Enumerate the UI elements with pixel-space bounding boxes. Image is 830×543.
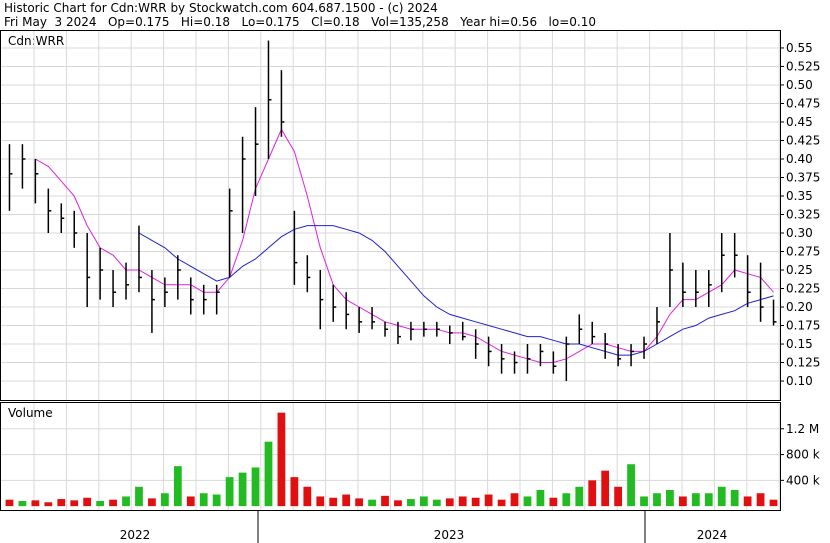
volume-bar [562,493,571,507]
y-tick-label: 0.275 [786,245,820,259]
volume-bar [316,496,325,507]
y-tick-label: 0.50 [786,78,813,92]
volume-bar [238,472,247,507]
volume-bar [653,493,661,507]
y-tick-label: 0.15 [786,337,813,351]
volume-bar [730,490,739,507]
volume-bar [394,500,402,507]
volume-label: Volume [8,406,53,420]
moving-average [35,128,774,363]
volume-bar [70,500,79,507]
volume-bar [5,499,14,507]
y-tick-label: 1.2 M [786,422,819,436]
volume-bar [678,496,687,507]
price-panel [0,30,781,401]
volume-bar [666,490,674,507]
volume-bar [122,496,130,507]
volume-bar [717,486,726,507]
volume-bar [96,500,105,507]
y-tick-label: 0.125 [786,356,820,370]
volume-bar [329,497,338,507]
y-tick-label: 0.525 [786,59,820,73]
volume-bar [432,499,441,507]
x-tick-label: 2024 [697,528,728,542]
volume-bar [588,480,597,507]
volume-bar [173,466,182,507]
y-tick-label: 0.325 [786,208,820,222]
y-tick-label: 0.425 [786,133,820,147]
volume-bar [18,500,27,507]
volume-panel [0,402,781,511]
volume-bar [160,493,169,507]
volume-bar [264,441,273,507]
y-tick-label: 0.475 [786,96,820,110]
volume-bar [109,499,117,507]
y-tick-label: 0.175 [786,319,820,333]
y-tick-label: 0.10 [786,374,813,388]
volume-bar [471,497,480,507]
y-tick-label: 0.30 [786,226,813,240]
volume-bar [691,493,700,507]
volume-bar [769,499,778,507]
volume-bar [536,490,545,507]
volume-bar [743,496,752,507]
volume-bar [497,499,506,507]
volume-bar [277,412,286,507]
volume-bar [31,500,40,507]
volume-bar [44,502,53,507]
volume-bar [419,496,428,507]
volume-bar [57,499,66,507]
moving-average [138,225,774,356]
volume-bar [445,498,454,507]
volume-bar [199,493,208,507]
volume-bar [355,498,364,507]
y-tick-label: 400 k [786,473,820,487]
volume-bar [523,496,532,507]
y-tick-label: 0.35 [786,189,813,203]
volume-bar [342,494,351,507]
volume-bar [225,477,234,507]
volume-bar [484,494,493,507]
x-tick-label: 2023 [434,528,465,542]
volume-bar [290,477,299,507]
y-tick-label: 0.20 [786,300,813,314]
chart-title: Historic Chart for Cdn:WRR by Stockwatch… [4,1,438,15]
volume-bar [251,467,260,507]
volume-bar [627,464,635,507]
volume-bar [601,470,610,507]
symbol-label: Cdn:WRR [8,34,64,48]
volume-bar [614,486,623,507]
volume-bar [381,495,389,507]
volume-bar [303,486,312,507]
volume-bar [704,493,713,507]
y-tick-label: 0.375 [786,170,820,184]
volume-bar [575,486,584,507]
y-tick-label: 0.25 [786,263,813,277]
volume-bar [756,493,765,507]
y-tick-label: 800 k [786,448,820,462]
volume-bar [407,499,415,507]
y-tick-label: 0.55 [786,41,813,55]
volume-bar [458,496,467,507]
volume-bar [368,499,376,507]
volume-bar [510,493,519,507]
volume-bar [83,497,92,507]
volume-bar [640,496,648,507]
y-tick-label: 0.45 [786,115,813,129]
x-tick-label: 2022 [120,528,151,542]
quote-line: Fri May 3 2024 Op=0.175 Hi=0.18 Lo=0.175… [4,15,596,29]
volume-bar [549,497,558,507]
volume-bar [148,498,156,507]
y-tick-label: 0.225 [786,282,820,296]
volume-bar [212,494,221,507]
y-tick-label: 0.40 [786,152,813,166]
volume-bar [135,486,143,507]
volume-bar [186,496,195,507]
